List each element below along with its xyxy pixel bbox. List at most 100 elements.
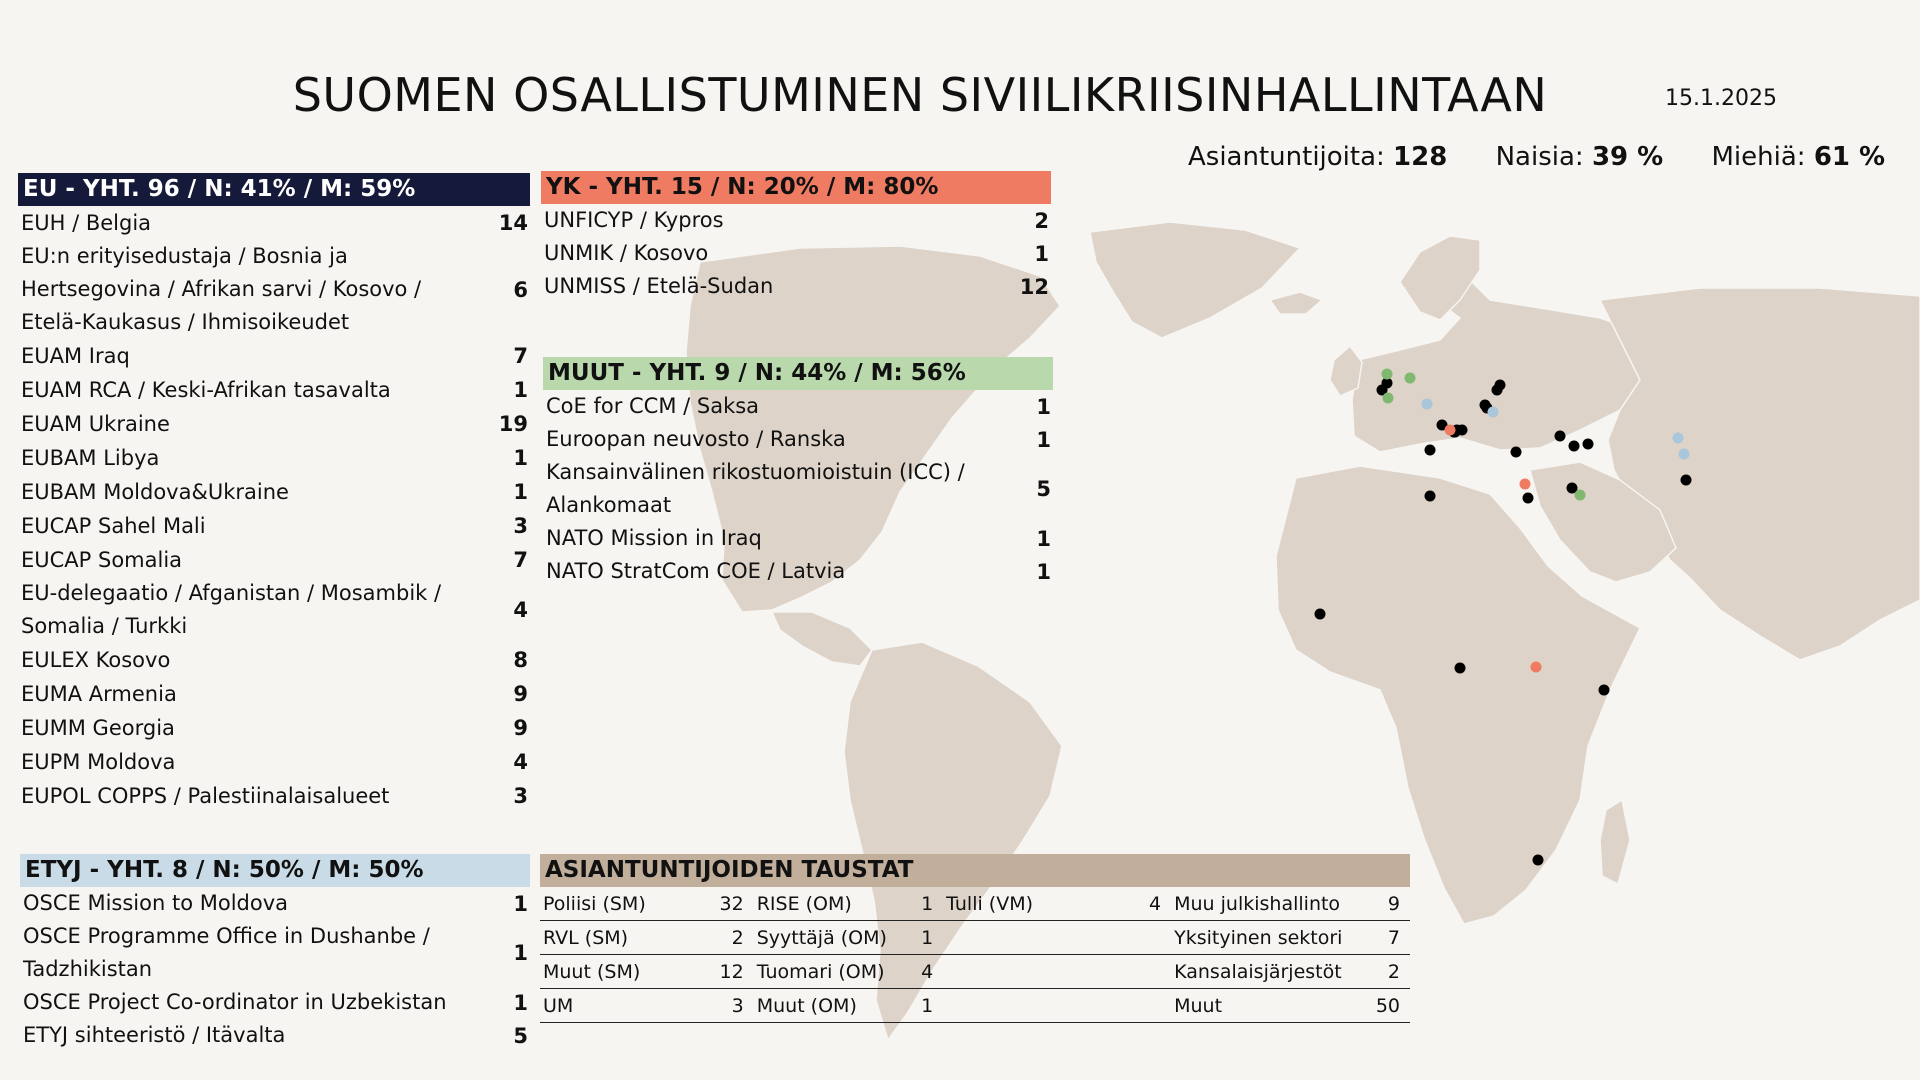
map-arabia <box>1529 461 1677 583</box>
table-cell-label: Muu julkishallinto <box>1171 887 1346 921</box>
list-item: EUCAP Somalia 7 <box>18 543 530 577</box>
list-item: Euroopan neuvosto / Ranska 1 <box>543 423 1053 456</box>
table-cell-label <box>943 920 1112 955</box>
list-item-label: UNMIK / Kosovo <box>544 241 709 265</box>
list-item-label: EUAM RCA / Keski-Afrikan tasavalta <box>21 377 391 402</box>
backgrounds-table: Poliisi (SM) 32 RISE (OM) 1 Tulli (VM) 4 Muu j… <box>540 887 1410 1023</box>
list-item-value: 9 <box>513 682 528 706</box>
table-cell-value: 50 <box>1345 988 1410 1023</box>
list-item: EUBAM Libya 1 <box>18 441 530 475</box>
table-cell-label <box>943 954 1112 989</box>
map-madagascar <box>1599 798 1631 886</box>
yk-rows: UNFICYP / Kypros 2 UNMIK / Kosovo 1 UNMISS /… <box>541 204 1051 303</box>
backgrounds-header: ASIANTUNTIJOIDEN TAUSTAT <box>540 854 1410 887</box>
list-item: NATO Mission in Iraq 1 <box>543 522 1053 555</box>
map-marker-etyj <box>1421 398 1433 410</box>
list-item-label: Euroopan neuvosto / Ranska <box>546 427 846 451</box>
list-item-value: 12 <box>1019 274 1049 299</box>
list-item-value: 1 <box>1036 559 1051 584</box>
map-marker-eu <box>1568 440 1580 452</box>
yk-header: YK - YHT. 15 / N: 20% / M: 80% <box>541 171 1051 204</box>
table-cell-label: Poliisi (SM) <box>540 887 685 921</box>
table-cell-label: Muut (OM) <box>753 988 899 1023</box>
muut-panel: MUUT - YHT. 9 / N: 44% / M: 56% CoE for … <box>543 357 1053 588</box>
list-item: EUAM Iraq 7 <box>18 339 530 373</box>
list-item-label: EU:n erityisedustaja / Bosnia ja Hertseg… <box>21 244 422 334</box>
map-marker-muut <box>1381 368 1393 380</box>
list-item-value: 1 <box>513 941 528 965</box>
map-marker-muut <box>1382 392 1394 404</box>
map-marker-yk <box>1519 478 1531 490</box>
stat-experts: Asiantuntijoita: 128 <box>1188 142 1448 172</box>
list-item-label: OSCE Project Co-ordinator in Uzbekistan <box>23 990 447 1014</box>
map-europe <box>1351 265 1651 453</box>
map-markers <box>1314 368 1692 866</box>
list-item-value: 1 <box>513 891 528 916</box>
map-north-america <box>685 245 1061 613</box>
list-item-value: 14 <box>498 211 528 235</box>
list-item-label: EU-delegaatio / Afganistan / Mosambik / … <box>21 581 442 638</box>
map-marker-eu <box>1566 482 1578 494</box>
map-central-america <box>770 611 873 667</box>
table-cell-label: Muut <box>1171 988 1346 1023</box>
list-item-label: EUMM Georgia <box>21 715 175 740</box>
list-item: UNFICYP / Kypros 2 <box>541 204 1051 237</box>
eu-header: EU - YHT. 96 / N: 41% / M: 59% <box>18 173 530 206</box>
list-item-label: UNFICYP / Kypros <box>544 208 724 232</box>
table-cell-value <box>1111 988 1172 1023</box>
list-item-label: EUPOL COPPS / Palestiinalaisalueet <box>21 783 390 808</box>
table-cell-value <box>1111 920 1172 955</box>
table-cell-label <box>943 988 1112 1023</box>
map-marker-etyj <box>1487 406 1499 418</box>
eu-panel: EU - YHT. 96 / N: 41% / M: 59% EUH / Bel… <box>18 173 530 813</box>
list-item-value: 1 <box>1036 427 1051 452</box>
table-cell-value: 3 <box>684 988 754 1023</box>
list-item-value: 1 <box>513 480 528 504</box>
list-item-label: ETYJ sihteeristö / Itävalta <box>23 1023 286 1047</box>
list-item: EU:n erityisedustaja / Bosnia ja Hertseg… <box>18 240 530 339</box>
list-item-label: EUAM Iraq <box>21 343 130 368</box>
map-marker-eu <box>1456 424 1468 436</box>
map-marker-eu <box>1522 492 1534 504</box>
list-item-value: 3 <box>513 514 528 538</box>
list-item-label: UNMISS / Etelä-Sudan <box>544 274 774 298</box>
list-item-label: EUMA Armenia <box>21 681 177 706</box>
muut-header: MUUT - YHT. 9 / N: 44% / M: 56% <box>543 357 1053 390</box>
table-cell-label: Muut (SM) <box>540 954 685 989</box>
table-cell-value: 32 <box>684 887 754 921</box>
list-item-value: 5 <box>1036 477 1051 501</box>
map-marker-etyj <box>1672 432 1684 444</box>
table-cell-label: RVL (SM) <box>540 920 685 955</box>
list-item-label: EUCAP Sahel Mali <box>21 513 206 538</box>
map-marker-eu <box>1376 384 1388 396</box>
list-item-value: 7 <box>513 548 528 572</box>
summary-stats: Asiantuntijoita: 128 Naisia: 39 % Miehiä… <box>1188 142 1920 172</box>
list-item-label: EULEX Kosovo <box>21 647 171 672</box>
list-item: EUBAM Moldova&Ukraine 1 <box>18 475 530 509</box>
list-item: EUAM Ukraine 19 <box>18 407 530 441</box>
etyj-header: ETYJ - YHT. 8 / N: 50% / M: 50% <box>20 854 530 887</box>
page-title: SUOMEN OSALLISTUMINEN SIVIILIKRIISINHALL… <box>292 68 1548 122</box>
list-item-value: 8 <box>513 648 528 672</box>
list-item: OSCE Programme Office in Dushanbe / Tadz… <box>20 920 530 986</box>
table-cell-label: Kansalaisjärjestöt <box>1171 954 1346 989</box>
etyj-panel: ETYJ - YHT. 8 / N: 50% / M: 50% OSCE Mis… <box>20 854 530 1052</box>
table-cell-value: 1 <box>898 920 944 955</box>
list-item-value: 1 <box>513 990 528 1015</box>
list-item-value: 5 <box>513 1023 528 1048</box>
table-cell-value: 9 <box>1345 887 1410 921</box>
list-item: EUCAP Sahel Mali 3 <box>18 509 530 543</box>
table-row: Muut (SM) 12 Tuomari (OM) 4 Kansalaisjärjest… <box>540 954 1410 989</box>
list-item: NATO StratCom COE / Latvia 1 <box>543 555 1053 588</box>
list-item-label: EUCAP Somalia <box>21 547 183 572</box>
list-item-value: 1 <box>1034 241 1049 266</box>
list-item-label: OSCE Programme Office in Dushanbe / Tadz… <box>23 924 430 981</box>
map-marker-eu <box>1424 444 1436 456</box>
list-item: EU-delegaatio / Afganistan / Mosambik / … <box>18 577 530 643</box>
list-item: EUAM RCA / Keski-Afrikan tasavalta 1 <box>18 373 530 407</box>
yk-panel: YK - YHT. 15 / N: 20% / M: 80% UNFICYP /… <box>541 171 1051 303</box>
list-item-label: EUH / Belgia <box>21 210 152 235</box>
map-marker-eu <box>1554 430 1566 442</box>
map-marker-yk <box>1444 424 1456 436</box>
list-item: OSCE Project Co-ordinator in Uzbekistan 1 <box>20 986 530 1019</box>
